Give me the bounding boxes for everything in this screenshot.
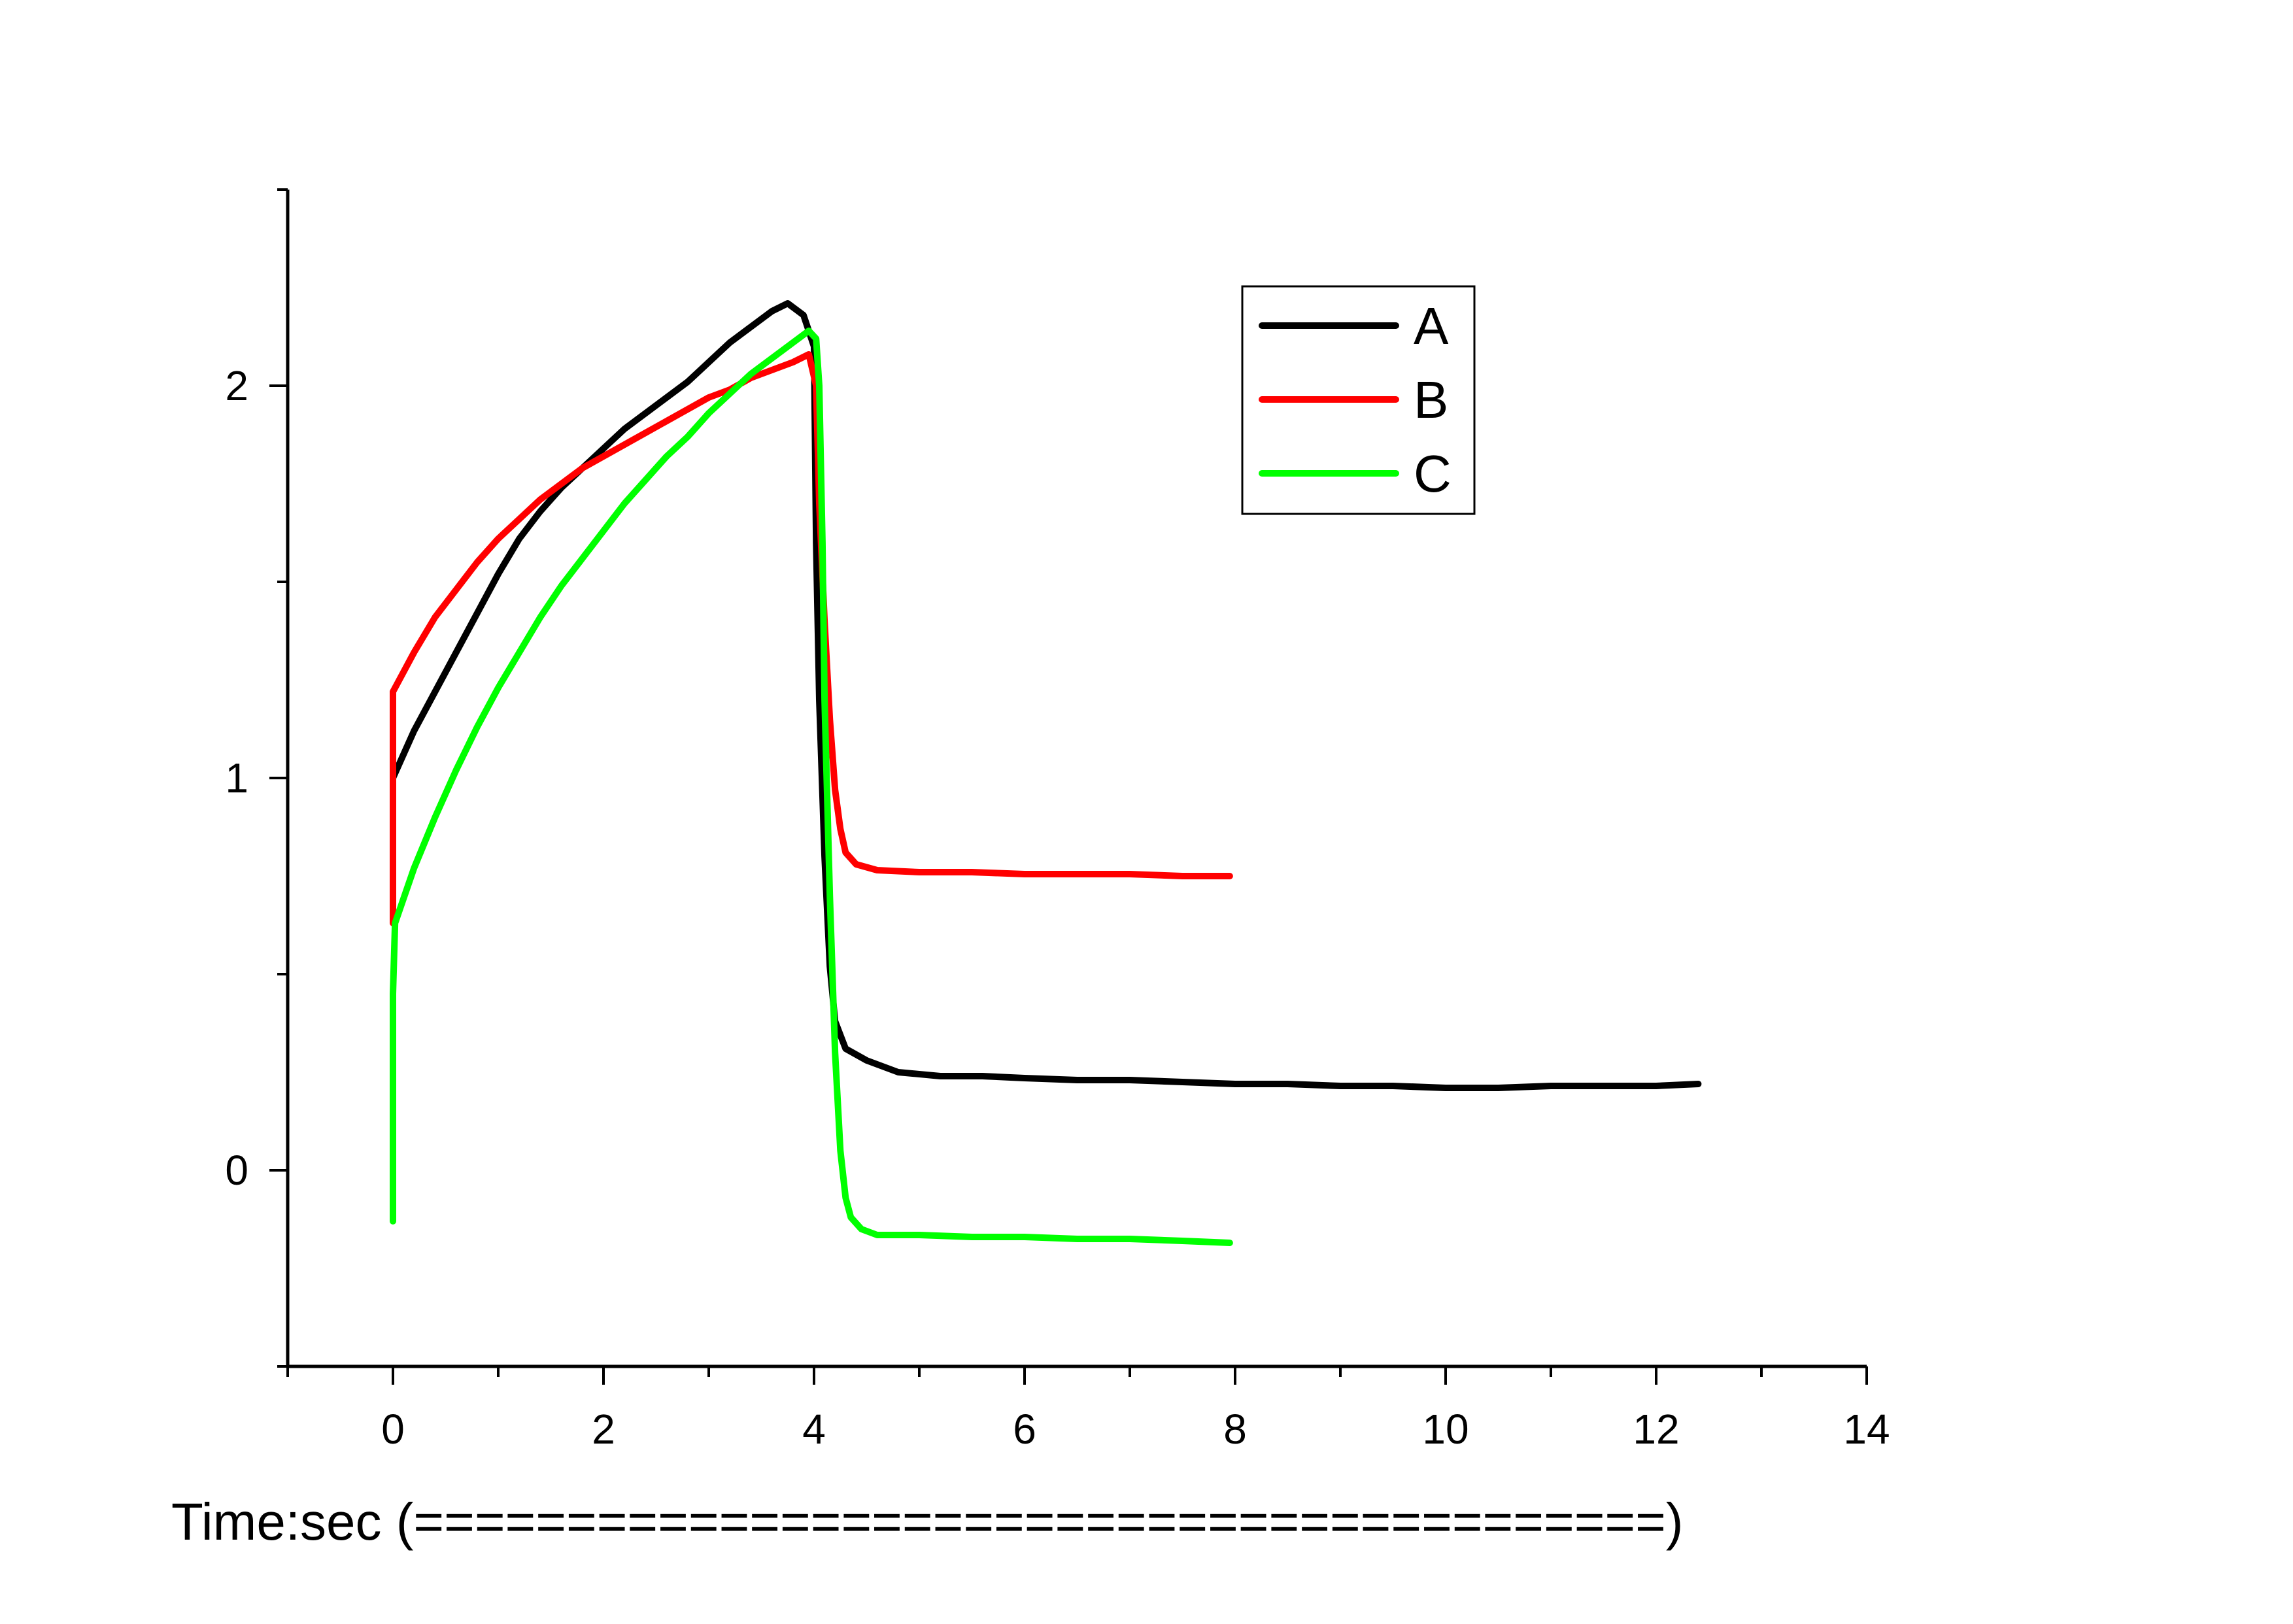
- x-tick-label: 10: [1422, 1406, 1469, 1453]
- legend-label-c: C: [1414, 445, 1452, 503]
- series-line-a: [390, 300, 1702, 1091]
- x-tick-label: 6: [1013, 1406, 1036, 1453]
- x-tick-label: 14: [1843, 1406, 1890, 1453]
- x-tick-label: 0: [381, 1406, 405, 1453]
- y-tick-label: 1: [225, 754, 248, 802]
- legend-label-a: A: [1414, 297, 1449, 355]
- y-tick-label: 0: [225, 1147, 248, 1194]
- x-tick-label: 12: [1633, 1406, 1679, 1453]
- y-tick-label: 2: [225, 362, 248, 409]
- series-lines: [390, 300, 1702, 1246]
- x-tick-label: 2: [592, 1406, 615, 1453]
- x-tick-label: 4: [802, 1406, 826, 1453]
- series-line-c: [390, 328, 1233, 1246]
- legend: ABC: [1241, 285, 1476, 515]
- series-line-b: [390, 351, 1233, 926]
- x-tick-label: 8: [1223, 1406, 1247, 1453]
- legend-label-b: B: [1414, 371, 1448, 429]
- x-axis-label: Time:sec (==============================…: [171, 1493, 1684, 1551]
